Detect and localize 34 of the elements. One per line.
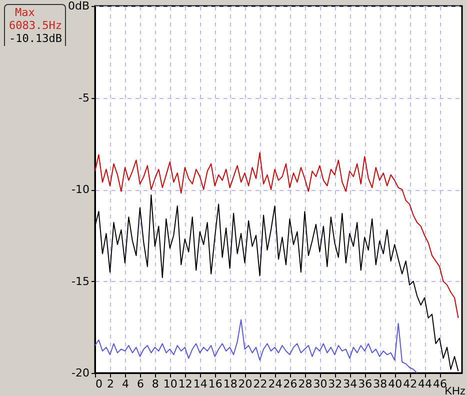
x-tick-label: 10 — [163, 378, 178, 390]
x-tick-label: 12 — [178, 378, 192, 390]
line-series — [95, 152, 459, 318]
x-tick-label: 20 — [238, 378, 252, 390]
y-tick-label: -20 — [72, 366, 90, 380]
x-tick-label: 34 — [343, 378, 358, 390]
y-tick-label: -15 — [72, 274, 90, 288]
x-tick-label: 0 — [96, 378, 102, 390]
line-series — [95, 319, 418, 373]
x-tick-label: 26 — [283, 378, 298, 390]
x-tick-label: 44 — [418, 378, 432, 390]
x-tick-label: 38 — [373, 378, 388, 390]
x-tick-label: 22 — [253, 378, 268, 390]
y-tick-label: -5 — [78, 91, 90, 104]
x-tick-label: 36 — [358, 378, 372, 390]
x-tick-label: 8 — [152, 378, 159, 390]
x-tick-label: 24 — [268, 378, 282, 390]
text: Max — [14, 6, 36, 19]
x-tick-label: 42 — [403, 378, 418, 390]
x-tick-label: 30 — [313, 378, 328, 390]
x-tick-label: 40 — [388, 378, 402, 390]
x-tick-label: 2 — [106, 378, 114, 390]
text: 6083.5Hz — [9, 19, 62, 32]
x-tick-label: 28 — [298, 378, 312, 390]
y-tick-label: -10 — [72, 183, 90, 196]
x-axis-title: KHz — [444, 386, 466, 396]
x-tick-label: 14 — [193, 378, 208, 390]
text: -10.13dB — [9, 32, 62, 45]
x-tick-label: 18 — [223, 378, 238, 390]
x-tick-label: 16 — [208, 378, 222, 390]
x-tick-label: 32 — [328, 378, 342, 390]
y-tick-label: 0dB — [68, 0, 90, 12]
x-tick-label: 4 — [122, 378, 129, 390]
x-tick-label: 6 — [136, 378, 144, 390]
